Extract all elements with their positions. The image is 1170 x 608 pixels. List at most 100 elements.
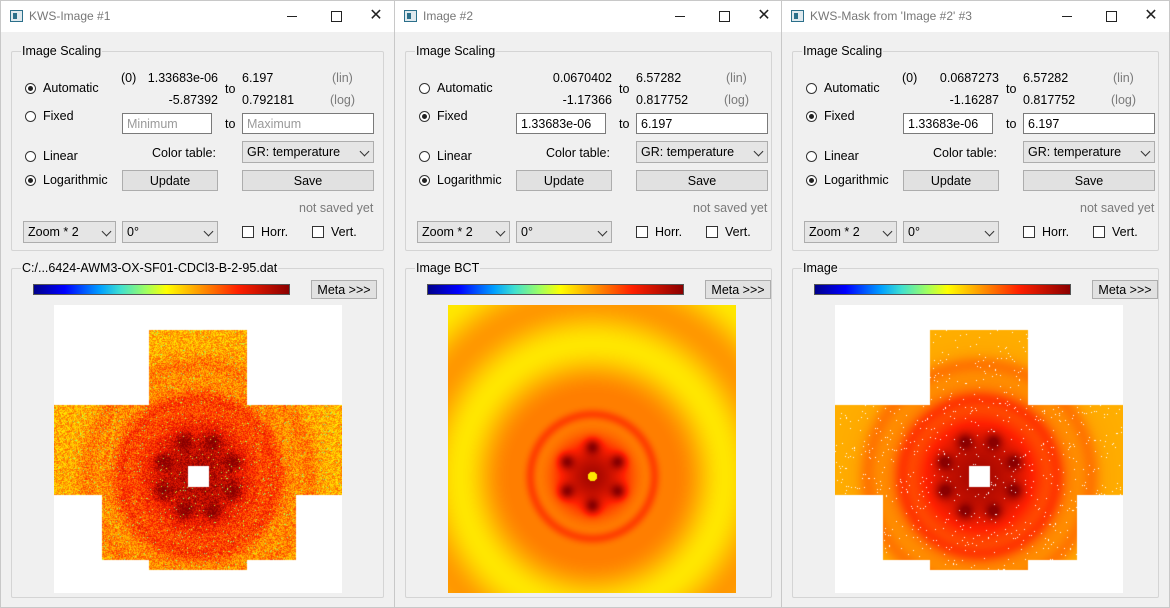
zoom-select[interactable]: Zoom * 2: [417, 221, 510, 243]
fixed-minimum-input[interactable]: [516, 113, 606, 134]
chevron-down-icon: [984, 226, 995, 237]
image-scaling-title: Image Scaling: [802, 44, 884, 58]
vertical-flip-checkbox[interactable]: Vert.: [312, 225, 357, 239]
automatic-radio[interactable]: Automatic: [419, 81, 493, 95]
detector-image[interactable]: [835, 305, 1123, 593]
maximize-button[interactable]: [706, 5, 742, 27]
title-bar[interactable]: KWS-Image #1 ✕: [1, 1, 394, 32]
zoom-select[interactable]: Zoom * 2: [804, 221, 897, 243]
close-button[interactable]: ✕: [746, 5, 782, 27]
fixed-radio[interactable]: Fixed: [806, 109, 855, 123]
zoom-value: Zoom * 2: [28, 225, 79, 239]
detector-image[interactable]: [448, 305, 736, 593]
horizontal-flip-checkbox[interactable]: Horr.: [242, 225, 288, 239]
logarithmic-radio[interactable]: Logarithmic: [25, 173, 108, 187]
close-icon: ✕: [1144, 7, 1158, 24]
log-max-value: 0.792181: [242, 93, 295, 107]
linear-radio-label: Linear: [824, 149, 859, 163]
maximize-button[interactable]: [1093, 5, 1129, 27]
to-label: to: [619, 82, 630, 96]
fixed-minimum-input[interactable]: [903, 113, 993, 134]
image-label: C:/...6424-AWM3-OX-SF01-CDCl3-B-2-95.dat: [21, 261, 279, 275]
fixed-radio[interactable]: Fixed: [419, 109, 468, 123]
save-button[interactable]: Save: [636, 170, 768, 191]
image-window-3: KWS-Mask from 'Image #2' #3 ✕ Image Scalin…: [781, 0, 1170, 608]
logarithmic-radio[interactable]: Logarithmic: [806, 173, 889, 187]
rotation-value: 0°: [521, 225, 533, 239]
image-window-1: KWS-Image #1 ✕ Image Scaling Automatic Fixed…: [0, 0, 395, 608]
radio-indicator: [419, 174, 430, 186]
vertical-flip-checkbox-label: Vert.: [1112, 225, 1138, 239]
radio-indicator: [419, 150, 430, 162]
lin-scale-tag: (lin): [332, 71, 353, 85]
image-scaling-title: Image Scaling: [415, 44, 497, 58]
minimize-button[interactable]: [1049, 5, 1085, 27]
save-status: not saved yet: [299, 201, 374, 215]
update-button[interactable]: Update: [903, 170, 999, 191]
vertical-flip-checkbox-label: Vert.: [725, 225, 751, 239]
radio-indicator: [25, 110, 36, 122]
image-group: [792, 268, 1159, 598]
title-bar[interactable]: KWS-Mask from 'Image #2' #3 ✕: [782, 1, 1169, 32]
minimize-button[interactable]: [274, 5, 310, 27]
vertical-flip-checkbox[interactable]: Vert.: [1093, 225, 1138, 239]
rotation-select[interactable]: 0°: [903, 221, 999, 243]
update-button[interactable]: Update: [516, 170, 612, 191]
fixed-minimum-input[interactable]: [122, 113, 212, 134]
save-button[interactable]: Save: [242, 170, 374, 191]
rotation-value: 0°: [908, 225, 920, 239]
detector-image[interactable]: [54, 305, 342, 593]
maximize-icon: [1105, 10, 1117, 22]
image-scaling-group: [792, 51, 1159, 251]
image-window-2: Image #2 ✕ Image Scaling Automatic Fixed Line…: [394, 0, 783, 608]
color-table-label: Color table:: [152, 146, 216, 160]
save-button[interactable]: Save: [1023, 170, 1155, 191]
color-table-select[interactable]: GR: temperature: [1023, 141, 1155, 163]
close-button[interactable]: ✕: [358, 5, 394, 27]
fixed-maximum-input[interactable]: [636, 113, 768, 134]
zoom-select[interactable]: Zoom * 2: [23, 221, 116, 243]
title-bar[interactable]: Image #2 ✕: [395, 1, 782, 32]
colorbar: [33, 284, 290, 295]
close-button[interactable]: ✕: [1133, 5, 1169, 27]
color-table-label: Color table:: [933, 146, 997, 160]
linear-radio[interactable]: Linear: [806, 149, 859, 163]
horizontal-flip-checkbox[interactable]: Horr.: [1023, 225, 1069, 239]
rotation-select[interactable]: 0°: [122, 221, 218, 243]
logarithmic-radio[interactable]: Logarithmic: [419, 173, 502, 187]
automatic-radio[interactable]: Automatic: [25, 81, 99, 95]
checkbox-indicator: [242, 226, 254, 238]
checkbox-indicator: [1023, 226, 1035, 238]
color-table-select[interactable]: GR: temperature: [636, 141, 768, 163]
minimize-button[interactable]: [662, 5, 698, 27]
fixed-maximum-input[interactable]: [242, 113, 374, 134]
update-button[interactable]: Update: [122, 170, 218, 191]
lin-scale-tag: (lin): [1113, 71, 1134, 85]
maximize-icon: [330, 10, 342, 22]
meta-button[interactable]: Meta >>>: [1092, 280, 1158, 299]
automatic-radio[interactable]: Automatic: [806, 81, 880, 95]
horizontal-flip-checkbox[interactable]: Horr.: [636, 225, 682, 239]
save-status: not saved yet: [693, 201, 768, 215]
radio-indicator: [25, 82, 36, 94]
linear-radio[interactable]: Linear: [419, 149, 472, 163]
meta-button[interactable]: Meta >>>: [705, 280, 771, 299]
automatic-radio-label: Automatic: [43, 81, 99, 95]
lin-max-value: 6.197: [242, 71, 274, 85]
horizontal-flip-checkbox-label: Horr.: [1042, 225, 1070, 239]
image-label: Image BCT: [415, 261, 481, 275]
vertical-flip-checkbox[interactable]: Vert.: [706, 225, 751, 239]
linear-radio[interactable]: Linear: [25, 149, 78, 163]
checkbox-indicator: [1093, 226, 1105, 238]
radio-indicator: [806, 174, 817, 186]
logarithmic-radio-label: Logarithmic: [43, 173, 108, 187]
fixed-radio[interactable]: Fixed: [25, 109, 74, 123]
fixed-maximum-input[interactable]: [1023, 113, 1155, 134]
maximize-button[interactable]: [318, 5, 354, 27]
rotation-select[interactable]: 0°: [516, 221, 612, 243]
color-table-select[interactable]: GR: temperature: [242, 141, 374, 163]
lin-scale-tag: (lin): [726, 71, 747, 85]
checkbox-indicator: [312, 226, 324, 238]
chevron-down-icon: [753, 146, 764, 157]
meta-button[interactable]: Meta >>>: [311, 280, 377, 299]
